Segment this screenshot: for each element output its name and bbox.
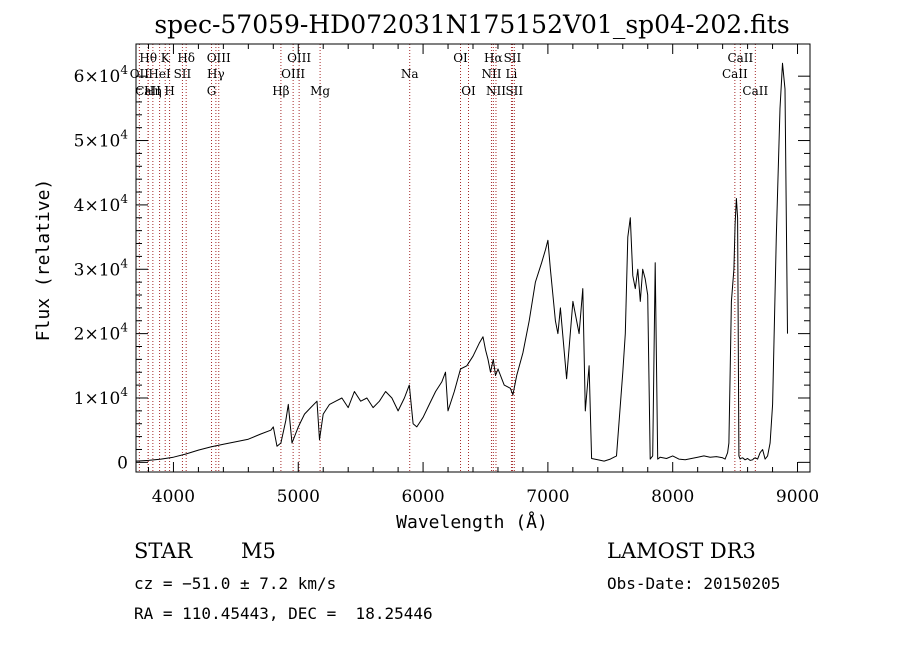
plot-frame — [135, 43, 811, 473]
line-marker-label: HeI — [148, 67, 171, 81]
y-tick-label: 6×104 — [74, 63, 129, 87]
survey-name: LAMOST DR3 — [607, 539, 756, 563]
y-tick-label: 0 — [117, 453, 128, 473]
x-axis-label: Wavelength (Å) — [396, 511, 548, 533]
line-marker-label: Hβ — [272, 84, 289, 98]
line-marker-label: OIII — [281, 67, 305, 81]
line-marker-label: Hα — [484, 51, 503, 65]
y-axis-label: Flux (relative) — [33, 179, 54, 342]
x-tick-label: 6000 — [401, 487, 444, 507]
y-tick-label: 1×104 — [74, 385, 129, 409]
line-marker-label: G — [207, 84, 217, 98]
line-marker-label: Mg — [310, 84, 330, 98]
line-marker-label: OIII — [207, 51, 231, 65]
line-marker-label: CaII — [742, 84, 768, 98]
y-tick-label: 2×104 — [74, 321, 129, 345]
line-marker-label: Hη — [144, 84, 162, 98]
line-marker-label: OI — [453, 51, 468, 65]
object-class: STAR — [134, 539, 193, 563]
x-tick-label: 9000 — [776, 487, 819, 507]
line-marker-label: Hδ — [177, 51, 195, 65]
line-markers — [138, 44, 756, 472]
x-axis-ticks: 4000 5000 6000 7000 8000 9000 — [147, 44, 819, 507]
line-marker-label: K — [161, 51, 171, 65]
x-tick-label: 4000 — [152, 487, 195, 507]
line-marker-label: CaII — [722, 67, 748, 81]
spectrum-line — [135, 62, 788, 462]
chart-title: spec-57059-HD072031N175152V01_sp04-202.f… — [154, 10, 789, 39]
y-tick-label: 5×104 — [74, 128, 129, 152]
x-tick-label: 5000 — [277, 487, 320, 507]
line-marker-label: Hγ — [207, 67, 225, 81]
line-marker-label: CaII — [727, 51, 753, 65]
line-marker-label: NII — [486, 84, 506, 98]
line-marker-label: NII — [481, 67, 501, 81]
line-marker-label: OII — [130, 67, 150, 81]
line-marker-label: H — [164, 84, 174, 98]
line-marker-label: CaII — [135, 84, 161, 98]
coordinates: RA = 110.45443, DEC = 18.25446 — [134, 604, 433, 623]
line-marker-label: SII — [174, 67, 192, 81]
line-marker-label: Hθ — [139, 51, 157, 65]
line-marker-label: OIII — [287, 51, 311, 65]
observation-date: Obs-Date: 20150205 — [607, 574, 781, 593]
line-marker-label: Na — [401, 67, 419, 81]
line-marker-label: SII — [504, 51, 522, 65]
y-axis-ticks: 0 1×104 2×104 3×104 4×104 5×104 6×104 — [74, 63, 810, 473]
line-marker-label: SII — [505, 84, 523, 98]
redshift-velocity: cz = −51.0 ± 7.2 km/s — [134, 574, 337, 593]
x-tick-label: 7000 — [526, 487, 569, 507]
x-tick-label: 8000 — [651, 487, 694, 507]
y-tick-label: 3×104 — [74, 256, 129, 280]
line-marker-label: OI — [461, 84, 476, 98]
object-subclass: M5 — [241, 539, 276, 563]
y-tick-label: 4×104 — [74, 192, 129, 216]
line-marker-labels: Hθ OII CaII K HeI Hη H Hδ SII OIII Hγ G Hβ OIII OIII Mg… — [130, 51, 769, 98]
line-marker-label: Li — [506, 67, 518, 81]
